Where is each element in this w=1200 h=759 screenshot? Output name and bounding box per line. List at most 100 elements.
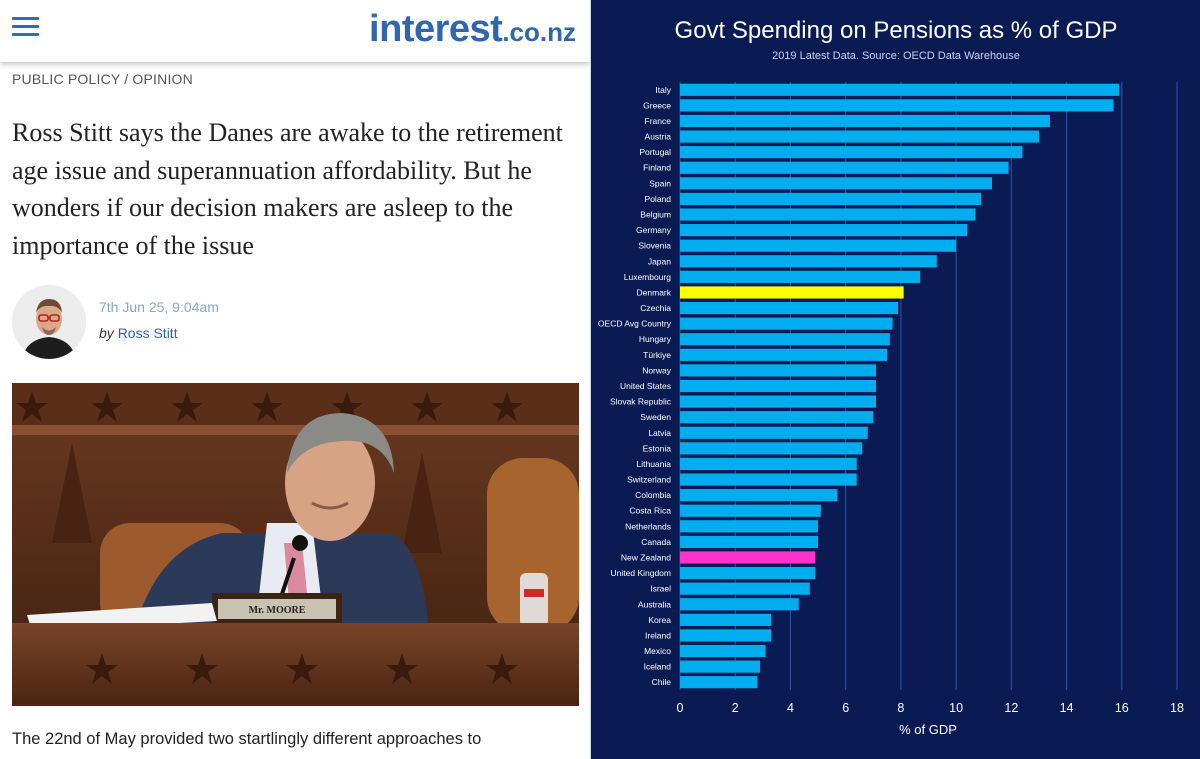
category-label-colombia: Colombia — [635, 490, 671, 500]
bar-sweden — [680, 411, 874, 424]
hearing-photo-illustration: Mr. MOORE — [12, 383, 579, 706]
category-label-costa-rica: Costa Rica — [629, 506, 671, 516]
category-label-luxembourg: Luxembourg — [624, 272, 672, 282]
x-tick-label-16: 16 — [1115, 701, 1129, 715]
bar-denmark — [680, 286, 904, 299]
bar-hungary — [680, 333, 890, 346]
category-label-iceland: Iceland — [644, 662, 672, 672]
category-label-slovenia: Slovenia — [638, 241, 671, 251]
bar-netherlands — [680, 520, 819, 533]
bar-italy — [680, 83, 1120, 96]
category-label-czechia: Czechia — [640, 303, 671, 313]
category-label-korea: Korea — [648, 615, 671, 625]
bar-new-zealand — [680, 551, 816, 564]
chart-bars — [680, 83, 1120, 689]
category-label-mexico: Mexico — [644, 646, 671, 656]
category-label-germany: Germany — [636, 225, 672, 235]
bar-poland — [680, 192, 981, 206]
byline-prefix: by — [99, 325, 114, 341]
x-tick-label-0: 0 — [677, 701, 684, 715]
category-label-israel: Israel — [650, 584, 671, 594]
x-tick-label-18: 18 — [1170, 701, 1184, 715]
category-label-spain: Spain — [649, 178, 671, 188]
bar-greece — [680, 99, 1114, 112]
category-label-netherlands: Netherlands — [625, 521, 671, 531]
bar-australia — [680, 598, 799, 611]
x-tick-label-10: 10 — [949, 701, 963, 715]
bar-switzerland — [680, 473, 857, 486]
bar-slovak-republic — [680, 395, 877, 408]
bar-united-states — [680, 379, 877, 393]
category-label-slovak-republic: Slovak Republic — [610, 397, 672, 407]
category-label-australia: Australia — [638, 599, 671, 609]
bar-slovenia — [680, 239, 957, 252]
bar-iceland — [680, 660, 761, 673]
bar-colombia — [680, 489, 838, 502]
bar-france — [680, 114, 1050, 128]
category-label-belgium: Belgium — [640, 210, 671, 220]
category-label-greece: Greece — [643, 100, 671, 110]
bar-norway — [680, 364, 877, 377]
category-label-new-zealand: New Zealand — [621, 552, 671, 562]
bar-spain — [680, 177, 993, 190]
bar-chile — [680, 676, 758, 689]
author-avatar[interactable] — [12, 285, 86, 359]
category-label-latvia: Latvia — [648, 428, 671, 438]
bar-united-kingdom — [680, 566, 816, 580]
article-date: 7th Jun 25, 9:04am — [99, 299, 219, 315]
bar-latvia — [680, 426, 868, 439]
pensions-bar-chart: Govt Spending on Pensions as % of GDP 2 0… — [598, 17, 1184, 737]
category-label-canada: Canada — [641, 537, 671, 547]
category-label-united-states: United States — [620, 381, 671, 391]
bar-lithuania — [680, 457, 857, 471]
category-label-ireland: Ireland — [645, 630, 671, 640]
category-label-portugal: Portugal — [639, 147, 671, 157]
author-portrait-icon — [12, 285, 86, 359]
menu-icon[interactable] — [12, 15, 39, 39]
category-label-t-rkiye: Türkiye — [643, 350, 671, 360]
site-logo[interactable]: interest.co.nz — [369, 8, 576, 51]
category-label-norway: Norway — [642, 365, 672, 375]
category-label-hungary: Hungary — [639, 334, 672, 344]
bar-costa-rica — [680, 504, 821, 517]
category-label-oecd-avg-country: OECD Avg Country — [598, 319, 672, 329]
bar-germany — [680, 224, 968, 237]
chart-panel: Govt Spending on Pensions as % of GDP 2 0… — [590, 0, 1200, 759]
article-category[interactable]: PUBLIC POLICY / OPINION — [12, 71, 193, 87]
bar-korea — [680, 613, 772, 626]
bar-austria — [680, 130, 1039, 143]
category-label-lithuania: Lithuania — [636, 459, 671, 469]
article-panel: interest.co.nz PUBLIC POLICY / OPINION R… — [0, 0, 590, 759]
bar-finland — [680, 161, 1009, 174]
author-link[interactable]: Ross Stitt — [117, 325, 178, 341]
chart-category-labels: Italy Greece France Austria Portugal Finland S… — [598, 85, 672, 687]
bar-t-rkiye — [680, 348, 888, 361]
category-label-united-kingdom: United Kingdom — [611, 568, 671, 578]
category-label-austria: Austria — [645, 132, 672, 142]
bar-oecd-avg-country — [680, 317, 893, 330]
x-tick-label-6: 6 — [842, 701, 849, 715]
article-photo: Mr. MOORE — [12, 383, 579, 706]
category-label-estonia: Estonia — [643, 443, 672, 453]
bar-israel — [680, 582, 810, 595]
category-label-italy: Italy — [655, 85, 671, 95]
nameplate-text: Mr. MOORE — [249, 605, 306, 616]
category-label-denmark: Denmark — [637, 287, 672, 297]
category-label-switzerland: Switzerland — [627, 475, 671, 485]
article-headline: Ross Stitt says the Danes are awake to t… — [12, 118, 563, 260]
x-tick-label-12: 12 — [1004, 701, 1018, 715]
bar-portugal — [680, 146, 1023, 159]
logo-tld-text: .co.nz — [502, 17, 576, 47]
bar-japan — [680, 255, 937, 268]
x-tick-label-4: 4 — [787, 701, 794, 715]
x-tick-label-2: 2 — [732, 701, 739, 715]
bar-estonia — [680, 442, 863, 455]
logo-main-text: interest — [369, 8, 503, 50]
category-label-japan: Japan — [648, 256, 671, 266]
x-axis-title: % of GDP — [899, 722, 957, 737]
category-label-poland: Poland — [645, 194, 672, 204]
category-label-france: France — [645, 116, 672, 126]
x-tick-label-14: 14 — [1060, 701, 1074, 715]
bar-mexico — [680, 644, 766, 658]
chart-title: Govt Spending on Pensions as % of GDP — [675, 17, 1118, 44]
